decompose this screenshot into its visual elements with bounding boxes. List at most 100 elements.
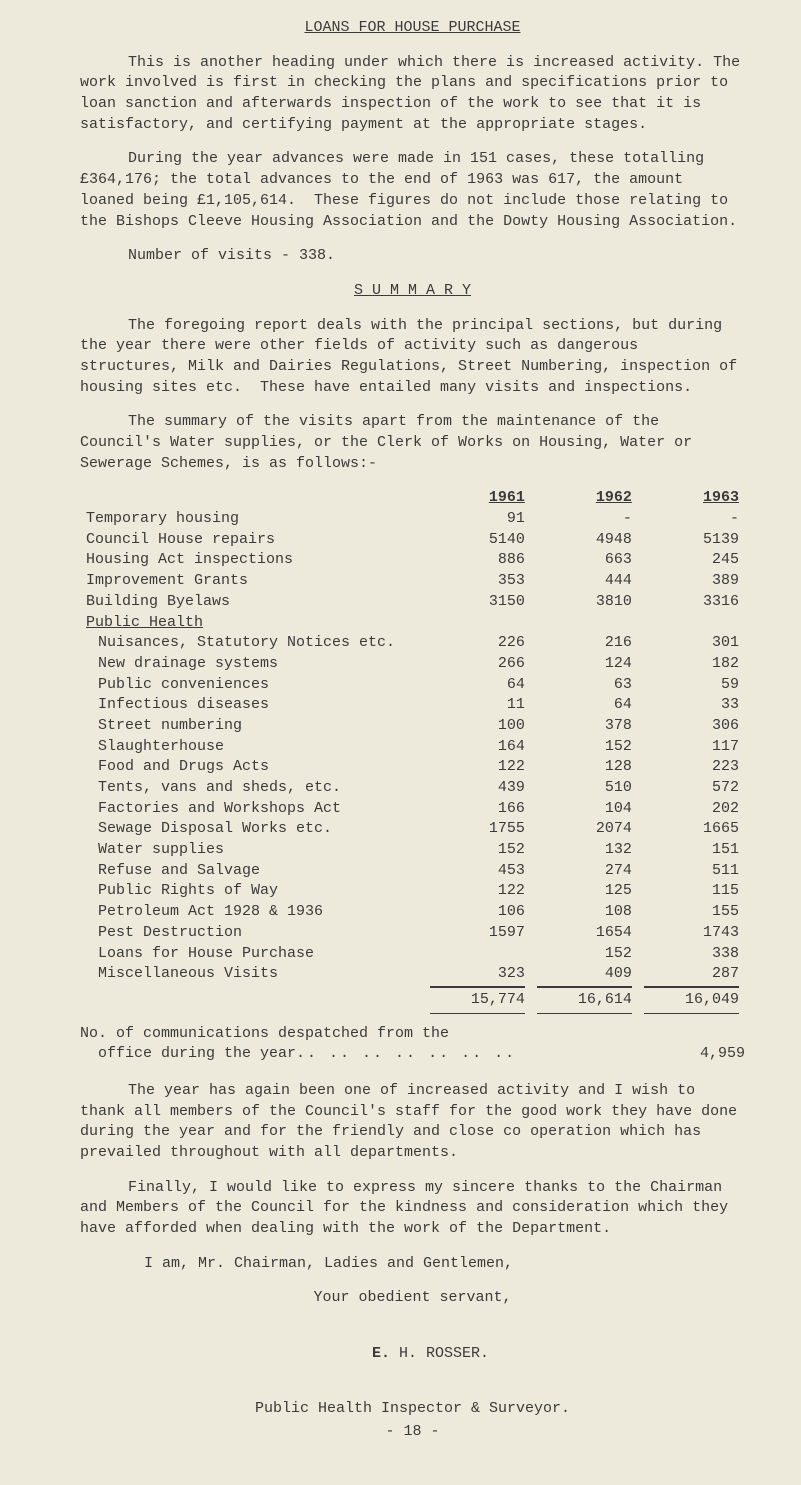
table-cell: 128 bbox=[531, 757, 638, 778]
table-cell bbox=[638, 613, 745, 634]
signature-name-rest: H. ROSSER. bbox=[390, 1345, 489, 1362]
table-cell: 155 bbox=[638, 902, 745, 923]
table-row: Improvement Grants353444389 bbox=[80, 571, 745, 592]
table-cell: 886 bbox=[424, 550, 531, 571]
table-row: Loans for House Purchase152338 bbox=[80, 944, 745, 965]
table-cell: 152 bbox=[424, 840, 531, 861]
communications-note-line2: office during the year .. .. .. .. .. ..… bbox=[80, 1044, 745, 1065]
table-cell: 64 bbox=[531, 695, 638, 716]
table-cell: - bbox=[531, 509, 638, 530]
signature-name-initial: E. bbox=[372, 1345, 390, 1362]
table-row: Food and Drugs Acts122128223 bbox=[80, 757, 745, 778]
table-cell: 182 bbox=[638, 654, 745, 675]
table-row: Factories and Workshops Act166104202 bbox=[80, 799, 745, 820]
table-row: Infectious diseases116433 bbox=[80, 695, 745, 716]
table-cell: 11 bbox=[424, 695, 531, 716]
table-cell: 124 bbox=[531, 654, 638, 675]
table-row: Water supplies152132151 bbox=[80, 840, 745, 861]
table-cell: 287 bbox=[638, 964, 745, 987]
table-cell: 64 bbox=[424, 675, 531, 696]
paragraph-foregoing: The foregoing report deals with the prin… bbox=[80, 316, 745, 399]
table-cell: 115 bbox=[638, 881, 745, 902]
table-row-label: Public Health bbox=[80, 613, 424, 634]
table-header-1962: 1962 bbox=[531, 488, 638, 509]
table-body: Temporary housing91--Council House repai… bbox=[80, 509, 745, 987]
communications-note-line1: No. of communications despatched from th… bbox=[80, 1024, 745, 1045]
table-row: Public conveniences646359 bbox=[80, 675, 745, 696]
table-row-label: Loans for House Purchase bbox=[80, 944, 424, 965]
table-header-row: 1961 1962 1963 bbox=[80, 488, 745, 509]
paragraph-intro: This is another heading under which ther… bbox=[80, 53, 745, 136]
table-cell: 444 bbox=[531, 571, 638, 592]
table-cell: 202 bbox=[638, 799, 745, 820]
table-row: Building Byelaws315038103316 bbox=[80, 592, 745, 613]
paragraph-visits: Number of visits - 338. bbox=[80, 246, 745, 267]
table-cell: 166 bbox=[424, 799, 531, 820]
table-row: Refuse and Salvage453274511 bbox=[80, 861, 745, 882]
table-cell bbox=[531, 613, 638, 634]
table-cell: 151 bbox=[638, 840, 745, 861]
table-cell: 378 bbox=[531, 716, 638, 737]
table-cell bbox=[424, 944, 531, 965]
table-row: Pest Destruction159716541743 bbox=[80, 923, 745, 944]
summary-heading-text: S U M M A R Y bbox=[354, 282, 471, 299]
table-cell: 353 bbox=[424, 571, 531, 592]
table-cell: 3316 bbox=[638, 592, 745, 613]
table-cell: 122 bbox=[424, 881, 531, 902]
table-total-1962: 16,614 bbox=[537, 987, 632, 1014]
communications-note: No. of communications despatched from th… bbox=[80, 1024, 745, 1065]
table-cell: 510 bbox=[531, 778, 638, 799]
table-row-label: Temporary housing bbox=[80, 509, 424, 530]
table-cell: 306 bbox=[638, 716, 745, 737]
table-cell: 152 bbox=[531, 737, 638, 758]
communications-note-dots: .. .. .. .. .. .. .. bbox=[296, 1044, 657, 1065]
table-row-label: Housing Act inspections bbox=[80, 550, 424, 571]
table-row: Street numbering100378306 bbox=[80, 716, 745, 737]
table-cell: 91 bbox=[424, 509, 531, 530]
page: LOANS FOR HOUSE PURCHASE This is another… bbox=[0, 0, 801, 1485]
table-row: Nuisances, Statutory Notices etc.2262163… bbox=[80, 633, 745, 654]
table-cell: 572 bbox=[638, 778, 745, 799]
table-row-label: Tents, vans and sheds, etc. bbox=[80, 778, 424, 799]
table-row-label: New drainage systems bbox=[80, 654, 424, 675]
table-row-label: Street numbering bbox=[80, 716, 424, 737]
table-row: New drainage systems266124182 bbox=[80, 654, 745, 675]
table-cell: 323 bbox=[424, 964, 531, 987]
table-row: Council House repairs514049485139 bbox=[80, 530, 745, 551]
table-cell: 108 bbox=[531, 902, 638, 923]
table-row: Sewage Disposal Works etc.175520741665 bbox=[80, 819, 745, 840]
table-cell: 511 bbox=[638, 861, 745, 882]
table-row-label: Factories and Workshops Act bbox=[80, 799, 424, 820]
communications-note-prefix: office during the year bbox=[80, 1044, 296, 1065]
table-cell: 100 bbox=[424, 716, 531, 737]
table-cell: 104 bbox=[531, 799, 638, 820]
signature-name: E. H. ROSSER. bbox=[80, 1323, 745, 1385]
paragraph-thanks: The year has again been one of increased… bbox=[80, 1081, 745, 1164]
table-cell: 122 bbox=[424, 757, 531, 778]
table-cell: 266 bbox=[424, 654, 531, 675]
table-cell: 2074 bbox=[531, 819, 638, 840]
table-row: Petroleum Act 1928 & 1936106108155 bbox=[80, 902, 745, 923]
table-row-label: Petroleum Act 1928 & 1936 bbox=[80, 902, 424, 923]
table-totals-blank bbox=[80, 987, 424, 1014]
table-cell: 1743 bbox=[638, 923, 745, 944]
table-row-label: Council House repairs bbox=[80, 530, 424, 551]
table-row-label: Slaughterhouse bbox=[80, 737, 424, 758]
summary-heading: S U M M A R Y bbox=[80, 281, 745, 302]
table-row-label: Water supplies bbox=[80, 840, 424, 861]
table-cell: 1654 bbox=[531, 923, 638, 944]
table-cell: 117 bbox=[638, 737, 745, 758]
table-cell: 106 bbox=[424, 902, 531, 923]
signature-title: Public Health Inspector & Surveyor. bbox=[80, 1399, 745, 1420]
table-row-label: Miscellaneous Visits bbox=[80, 964, 424, 987]
table-cell: 63 bbox=[531, 675, 638, 696]
signature-line-2: Your obedient servant, bbox=[80, 1288, 745, 1309]
table-row-label: Sewage Disposal Works etc. bbox=[80, 819, 424, 840]
signature-line-1: I am, Mr. Chairman, Ladies and Gentlemen… bbox=[144, 1254, 745, 1275]
table-total-1963: 16,049 bbox=[644, 987, 739, 1014]
table-cell: 453 bbox=[424, 861, 531, 882]
table-row: Public Rights of Way122125115 bbox=[80, 881, 745, 902]
table-row: Tents, vans and sheds, etc.439510572 bbox=[80, 778, 745, 799]
table-cell: 3150 bbox=[424, 592, 531, 613]
table-cell: 226 bbox=[424, 633, 531, 654]
